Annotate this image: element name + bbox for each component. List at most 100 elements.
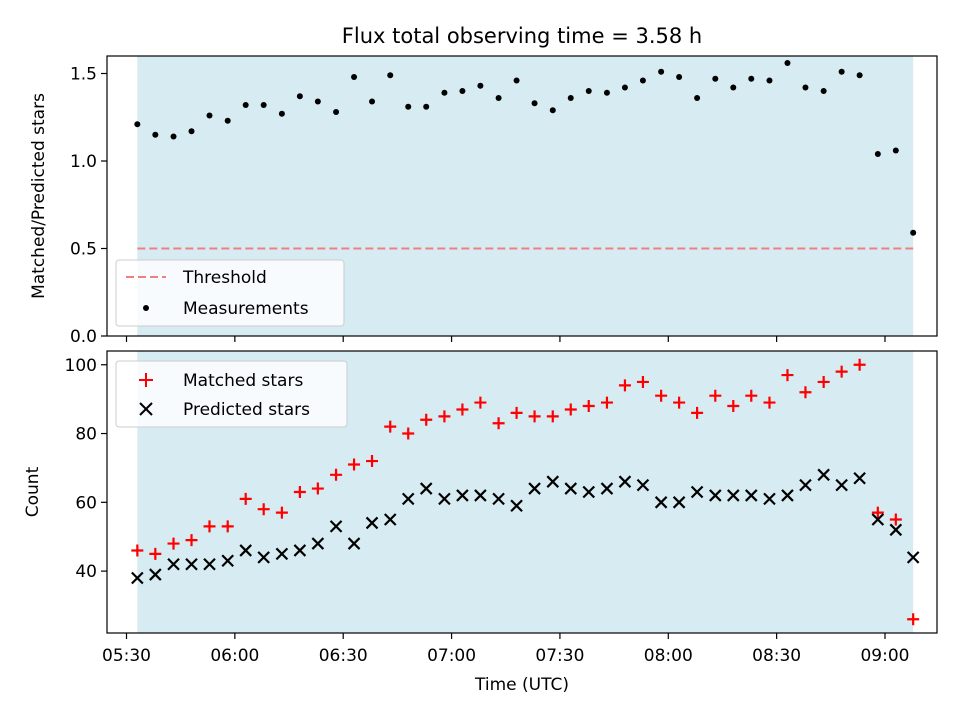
- measurement-point: [423, 103, 430, 110]
- predicted-legend-swatch: [139, 402, 153, 416]
- matched-star-marker: [203, 520, 216, 533]
- threshold-legend-label: Threshold: [182, 268, 267, 288]
- x-tick-label: 07:00: [427, 646, 476, 666]
- predicted-star-marker: [672, 496, 686, 509]
- matched-star-marker: [636, 375, 649, 388]
- matched-star-marker: [763, 396, 776, 409]
- measurement-point: [712, 75, 719, 82]
- measurement-point: [748, 75, 755, 82]
- predicted-star-marker: [763, 492, 776, 506]
- bottom-y-axis-label: Count: [23, 466, 43, 517]
- measurement-point: [676, 74, 683, 80]
- bottom-panel: 40 60 80 100 05:30 06:00 06:30 07:00 07:30 08:00 0…: [23, 350, 938, 695]
- measurement-point: [784, 60, 791, 66]
- predicted-star-marker: [257, 551, 270, 564]
- predicted-star-marker: [401, 492, 415, 506]
- matched-star-marker: [293, 486, 306, 498]
- measurement-point: [766, 77, 773, 84]
- matched-star-marker: [745, 389, 758, 402]
- matched-star-marker: [709, 389, 722, 402]
- matched-star-marker: [727, 400, 740, 413]
- matched-star-marker: [835, 365, 848, 378]
- predicted-star-marker: [293, 544, 307, 557]
- matched-legend-label: Matched stars: [183, 371, 303, 391]
- matched-star-marker: [474, 396, 487, 409]
- measurement-point: [621, 84, 628, 91]
- matched-star-marker: [366, 455, 379, 468]
- predicted-star-marker: [871, 513, 885, 526]
- matched-star-marker: [311, 482, 324, 495]
- x-tick-label: 07:30: [535, 646, 584, 666]
- measurement-point: [459, 88, 466, 94]
- predicted-star-marker: [510, 499, 523, 513]
- matched-star-marker: [330, 468, 343, 481]
- matched-star-marker: [185, 534, 198, 547]
- bottom-y-tick-label: 60: [75, 493, 97, 513]
- matched-star-marker: [546, 410, 559, 423]
- matched-star-marker: [438, 410, 451, 423]
- matched-star-marker: [510, 406, 523, 419]
- predicted-star-marker: [889, 523, 903, 537]
- matched-star-marker: [402, 427, 415, 440]
- matched-star-marker: [781, 369, 794, 382]
- measurement-point: [369, 98, 376, 105]
- measurement-point: [405, 103, 412, 110]
- predicted-star-marker: [690, 485, 704, 499]
- x-tick-label: 08:30: [752, 646, 801, 666]
- x-tick-label: 08:00: [644, 646, 693, 666]
- measurement-point: [260, 102, 267, 108]
- bottom-y-tick-label: 40: [75, 562, 97, 582]
- predicted-star-marker: [799, 478, 812, 492]
- measurement-point: [152, 131, 159, 138]
- bottom-legend-box: [115, 360, 348, 428]
- predicted-star-marker: [546, 475, 560, 488]
- matched-star-marker: [655, 389, 668, 402]
- predicted-star-marker: [817, 468, 830, 482]
- measurement-point: [170, 133, 177, 140]
- measurements-legend-label: Measurements: [183, 299, 309, 319]
- matched-star-marker: [257, 503, 270, 516]
- predicted-star-marker: [492, 492, 505, 506]
- top-panel: 0.0 0.5 1.0 1.5 Matched/Predicted stars Thr…: [29, 55, 938, 347]
- predicted-star-marker: [383, 513, 397, 526]
- measurement-point: [477, 82, 484, 89]
- top-y-tick-label: 1.0: [70, 152, 97, 172]
- measurement-point: [224, 117, 231, 124]
- predicted-star-marker: [906, 551, 920, 564]
- measurement-point: [730, 84, 737, 91]
- measurement-point: [549, 107, 556, 114]
- x-tick-label: 05:30: [102, 646, 151, 666]
- matched-star-marker: [871, 506, 884, 519]
- matched-star-marker: [384, 420, 397, 433]
- measurement-point: [567, 95, 574, 101]
- predicted-star-marker: [636, 478, 650, 492]
- measurement-point: [134, 121, 141, 128]
- matched-star-marker: [528, 410, 541, 423]
- chart-title: Flux total observing time = 3.58 h: [342, 24, 702, 48]
- top-axes-frame: [106, 55, 938, 337]
- measurement-point: [802, 84, 809, 91]
- matched-star-marker: [492, 417, 505, 430]
- matched-star-marker: [221, 520, 234, 533]
- matched-star-marker: [275, 506, 288, 519]
- predicted-star-marker: [329, 520, 343, 533]
- predicted-star-marker: [600, 482, 614, 495]
- predicted-star-marker: [781, 489, 794, 502]
- matched-star-marker: [456, 403, 469, 416]
- measurement-point: [531, 100, 538, 107]
- matched-star-marker: [564, 403, 577, 416]
- matched-star-marker: [239, 492, 252, 505]
- bottom-y-tick-label: 80: [75, 425, 97, 445]
- measurement-point: [441, 89, 448, 96]
- predicted-star-marker: [275, 547, 289, 561]
- measurement-point: [314, 98, 321, 105]
- measurement-point: [351, 74, 358, 80]
- measurement-point: [658, 68, 665, 75]
- x-axis-label: Time (UTC): [474, 675, 569, 695]
- top-legend-box: [115, 259, 345, 327]
- predicted-star-marker: [239, 544, 252, 557]
- matched-star-marker: [889, 513, 902, 526]
- top-legend: Threshold Measurements: [115, 259, 345, 327]
- predicted-star-marker: [745, 489, 758, 502]
